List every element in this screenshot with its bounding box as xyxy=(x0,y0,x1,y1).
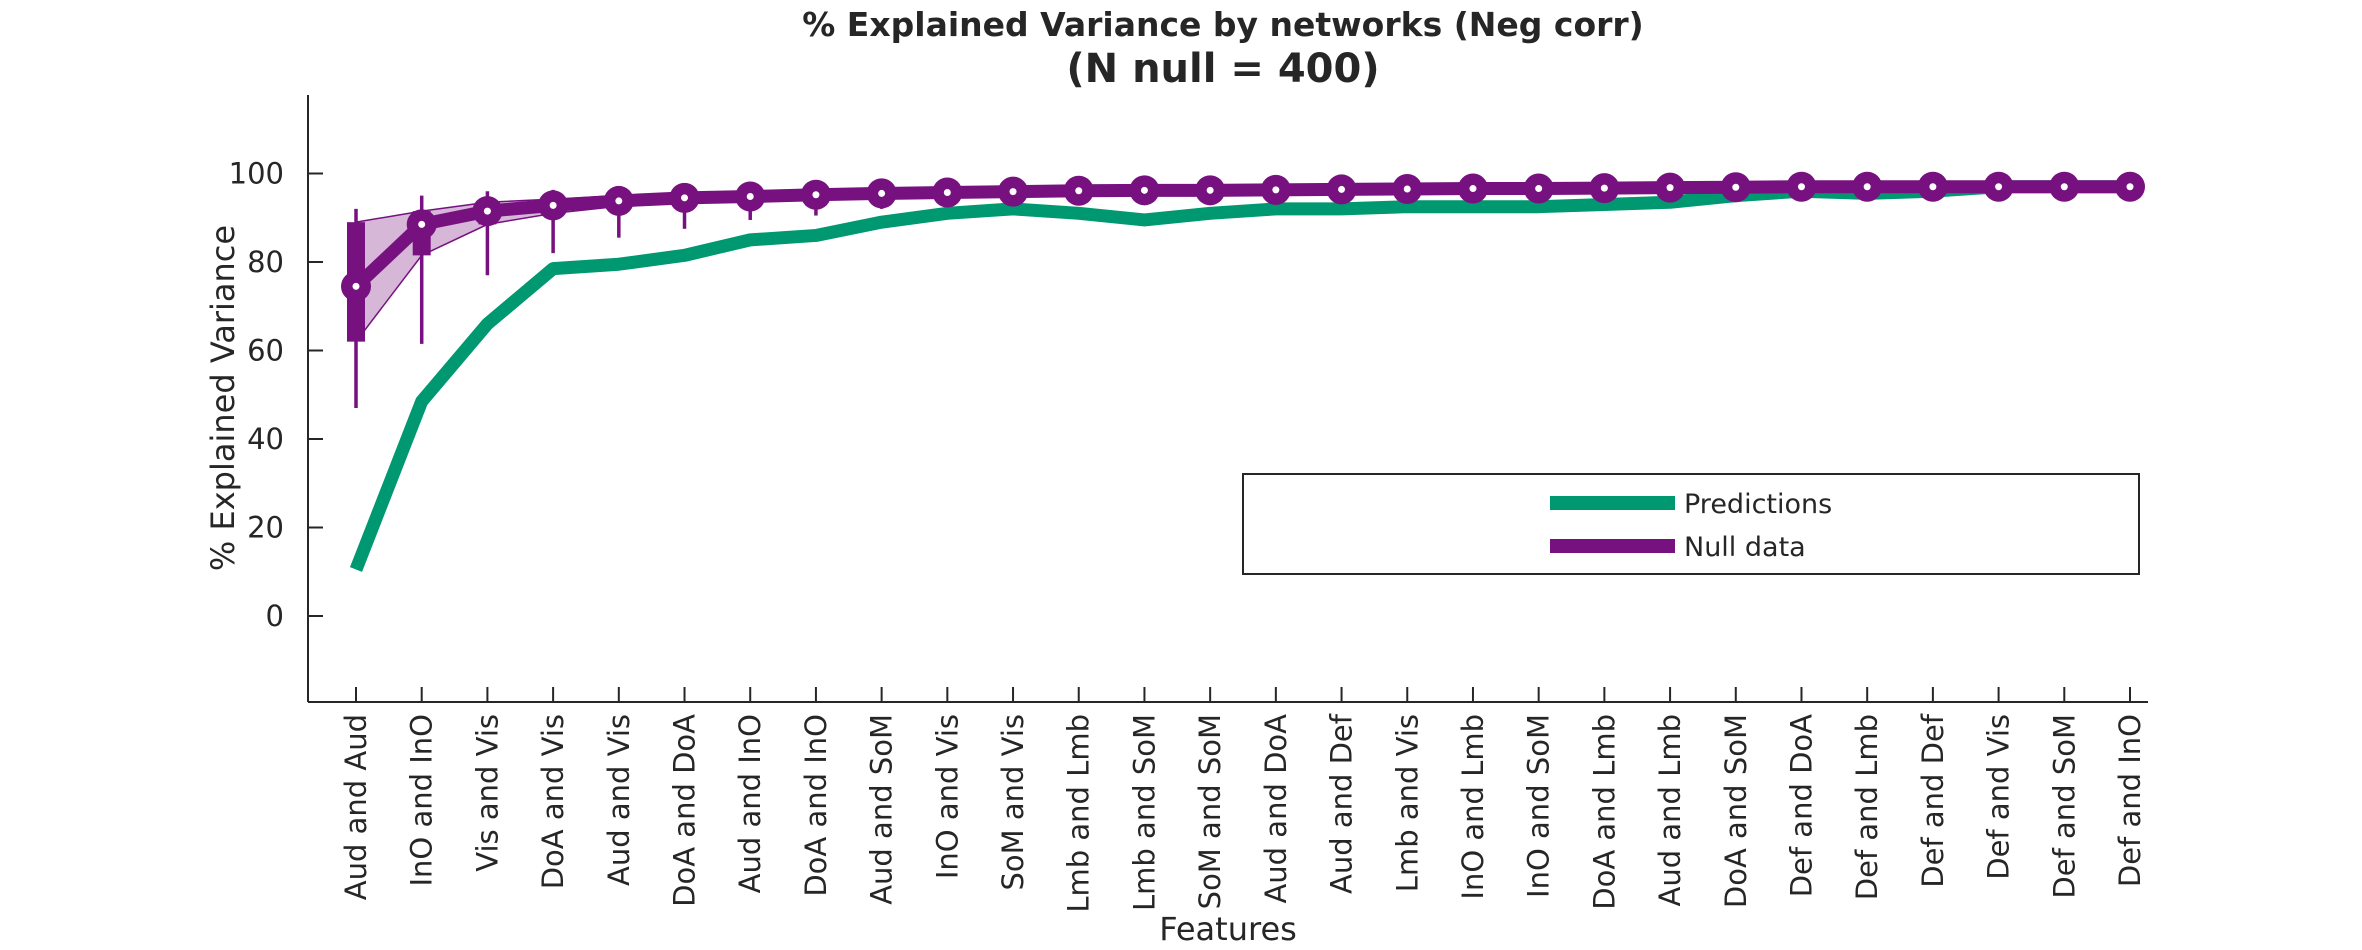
null-data-marker-center xyxy=(1469,185,1477,193)
x-tick-label: DoA and SoM xyxy=(1719,714,1753,908)
x-tick-label: Aud and SoM xyxy=(865,714,899,905)
null-data-marker-center xyxy=(746,193,754,201)
y-tick-label: 0 xyxy=(266,599,284,633)
null-data-marker-center xyxy=(812,191,820,199)
x-tick-label: DoA and Vis xyxy=(536,714,570,889)
y-tick-label: 80 xyxy=(247,245,284,279)
null-data-marker-center xyxy=(681,194,689,202)
x-tick-label: Aud and InO xyxy=(733,714,767,893)
x-tick-label: Aud and Vis xyxy=(602,714,636,886)
x-tick-label: Aud and DoA xyxy=(1259,714,1293,904)
x-tick-label: Def and Vis xyxy=(1982,714,2016,880)
y-tick-label: 40 xyxy=(247,422,284,456)
x-tick-label: Def and Def xyxy=(1916,713,1950,888)
null-data-marker-center xyxy=(1797,183,1805,191)
x-tick-label: DoA and DoA xyxy=(668,714,702,907)
legend: Predictions Null data xyxy=(1242,473,2140,575)
x-tick-label: SoM and Vis xyxy=(996,714,1030,891)
x-tick-label: Def and InO xyxy=(2113,714,2147,887)
x-tick-label: DoA and InO xyxy=(799,714,833,897)
null-data-marker-center xyxy=(1140,186,1148,194)
null-data-marker-center xyxy=(1009,188,1017,196)
x-tick-label: Lmb and Vis xyxy=(1390,714,1424,892)
null-data-marker-center xyxy=(943,189,951,197)
x-tick-label: Lmb and Lmb xyxy=(1062,714,1096,913)
x-tick-label: InO and Vis xyxy=(930,714,964,879)
x-tick-label: Aud and Aud xyxy=(339,714,373,900)
y-tick-label: 20 xyxy=(247,511,284,545)
y-tick-label: 100 xyxy=(229,157,284,191)
x-tick-label: DoA and Lmb xyxy=(1587,714,1621,910)
x-tick-label: SoM and SoM xyxy=(1193,714,1227,909)
legend-label-predictions: Predictions xyxy=(1684,489,1832,520)
x-tick-label: Lmb and SoM xyxy=(1127,714,1161,911)
null-data-marker-center xyxy=(418,220,426,228)
x-axis-label: Features xyxy=(1159,910,1297,945)
chart-title: % Explained Variance by networks (Neg co… xyxy=(802,5,1644,44)
x-tick-label: Def and DoA xyxy=(1784,714,1818,897)
null-data-marker-center xyxy=(483,207,491,215)
x-tick-label: Def and SoM xyxy=(2047,714,2081,899)
x-tick-label: InO and InO xyxy=(405,714,439,887)
null-data-marker-center xyxy=(1338,185,1346,193)
null-data-marker-center xyxy=(549,201,557,209)
null-data-marker-center xyxy=(1732,183,1740,191)
x-tick-label: Aud and Def xyxy=(1325,713,1359,894)
null-data-marker-center xyxy=(1075,187,1083,195)
null-data-marker-center xyxy=(1600,184,1608,192)
null-data-marker-center xyxy=(878,189,886,197)
x-tick-label: Def and Lmb xyxy=(1850,714,1884,900)
null-data-marker-center xyxy=(2126,183,2134,191)
x-tick-label: InO and Lmb xyxy=(1456,714,1490,900)
x-ticks: Aud and Aud InO and InO Vis and Vis DoA and… xyxy=(339,687,2147,913)
x-tick-label: Vis and Vis xyxy=(470,714,504,872)
legend-label-null-data: Null data xyxy=(1684,532,1806,563)
null-data-marker-center xyxy=(1666,184,1674,192)
null-data-marker-center xyxy=(1863,183,1871,191)
null-data-marker-center xyxy=(615,197,623,205)
null-data-line xyxy=(351,180,2130,292)
null-data-marker-center xyxy=(352,282,360,290)
y-axis-label: % Explained Variance xyxy=(204,225,242,571)
y-ticks: 0 20 40 60 80 100 xyxy=(229,157,323,633)
plot-area xyxy=(341,171,2145,572)
chart-subtitle: (N null = 400) xyxy=(1066,46,1379,92)
null-data-marker-center xyxy=(1929,183,1937,191)
x-tick-label: Aud and Lmb xyxy=(1653,714,1687,906)
null-data-marker-center xyxy=(1206,186,1214,194)
null-data-marker-center xyxy=(1272,186,1280,194)
null-data-marker-center xyxy=(1995,183,2003,191)
legend-box xyxy=(1242,473,2140,575)
null-data-marker-center xyxy=(1535,185,1543,193)
y-tick-label: 60 xyxy=(247,334,284,368)
x-tick-label: InO and SoM xyxy=(1522,714,1556,898)
null-data-marker-center xyxy=(2060,183,2068,191)
null-data-marker-center xyxy=(1403,185,1411,193)
